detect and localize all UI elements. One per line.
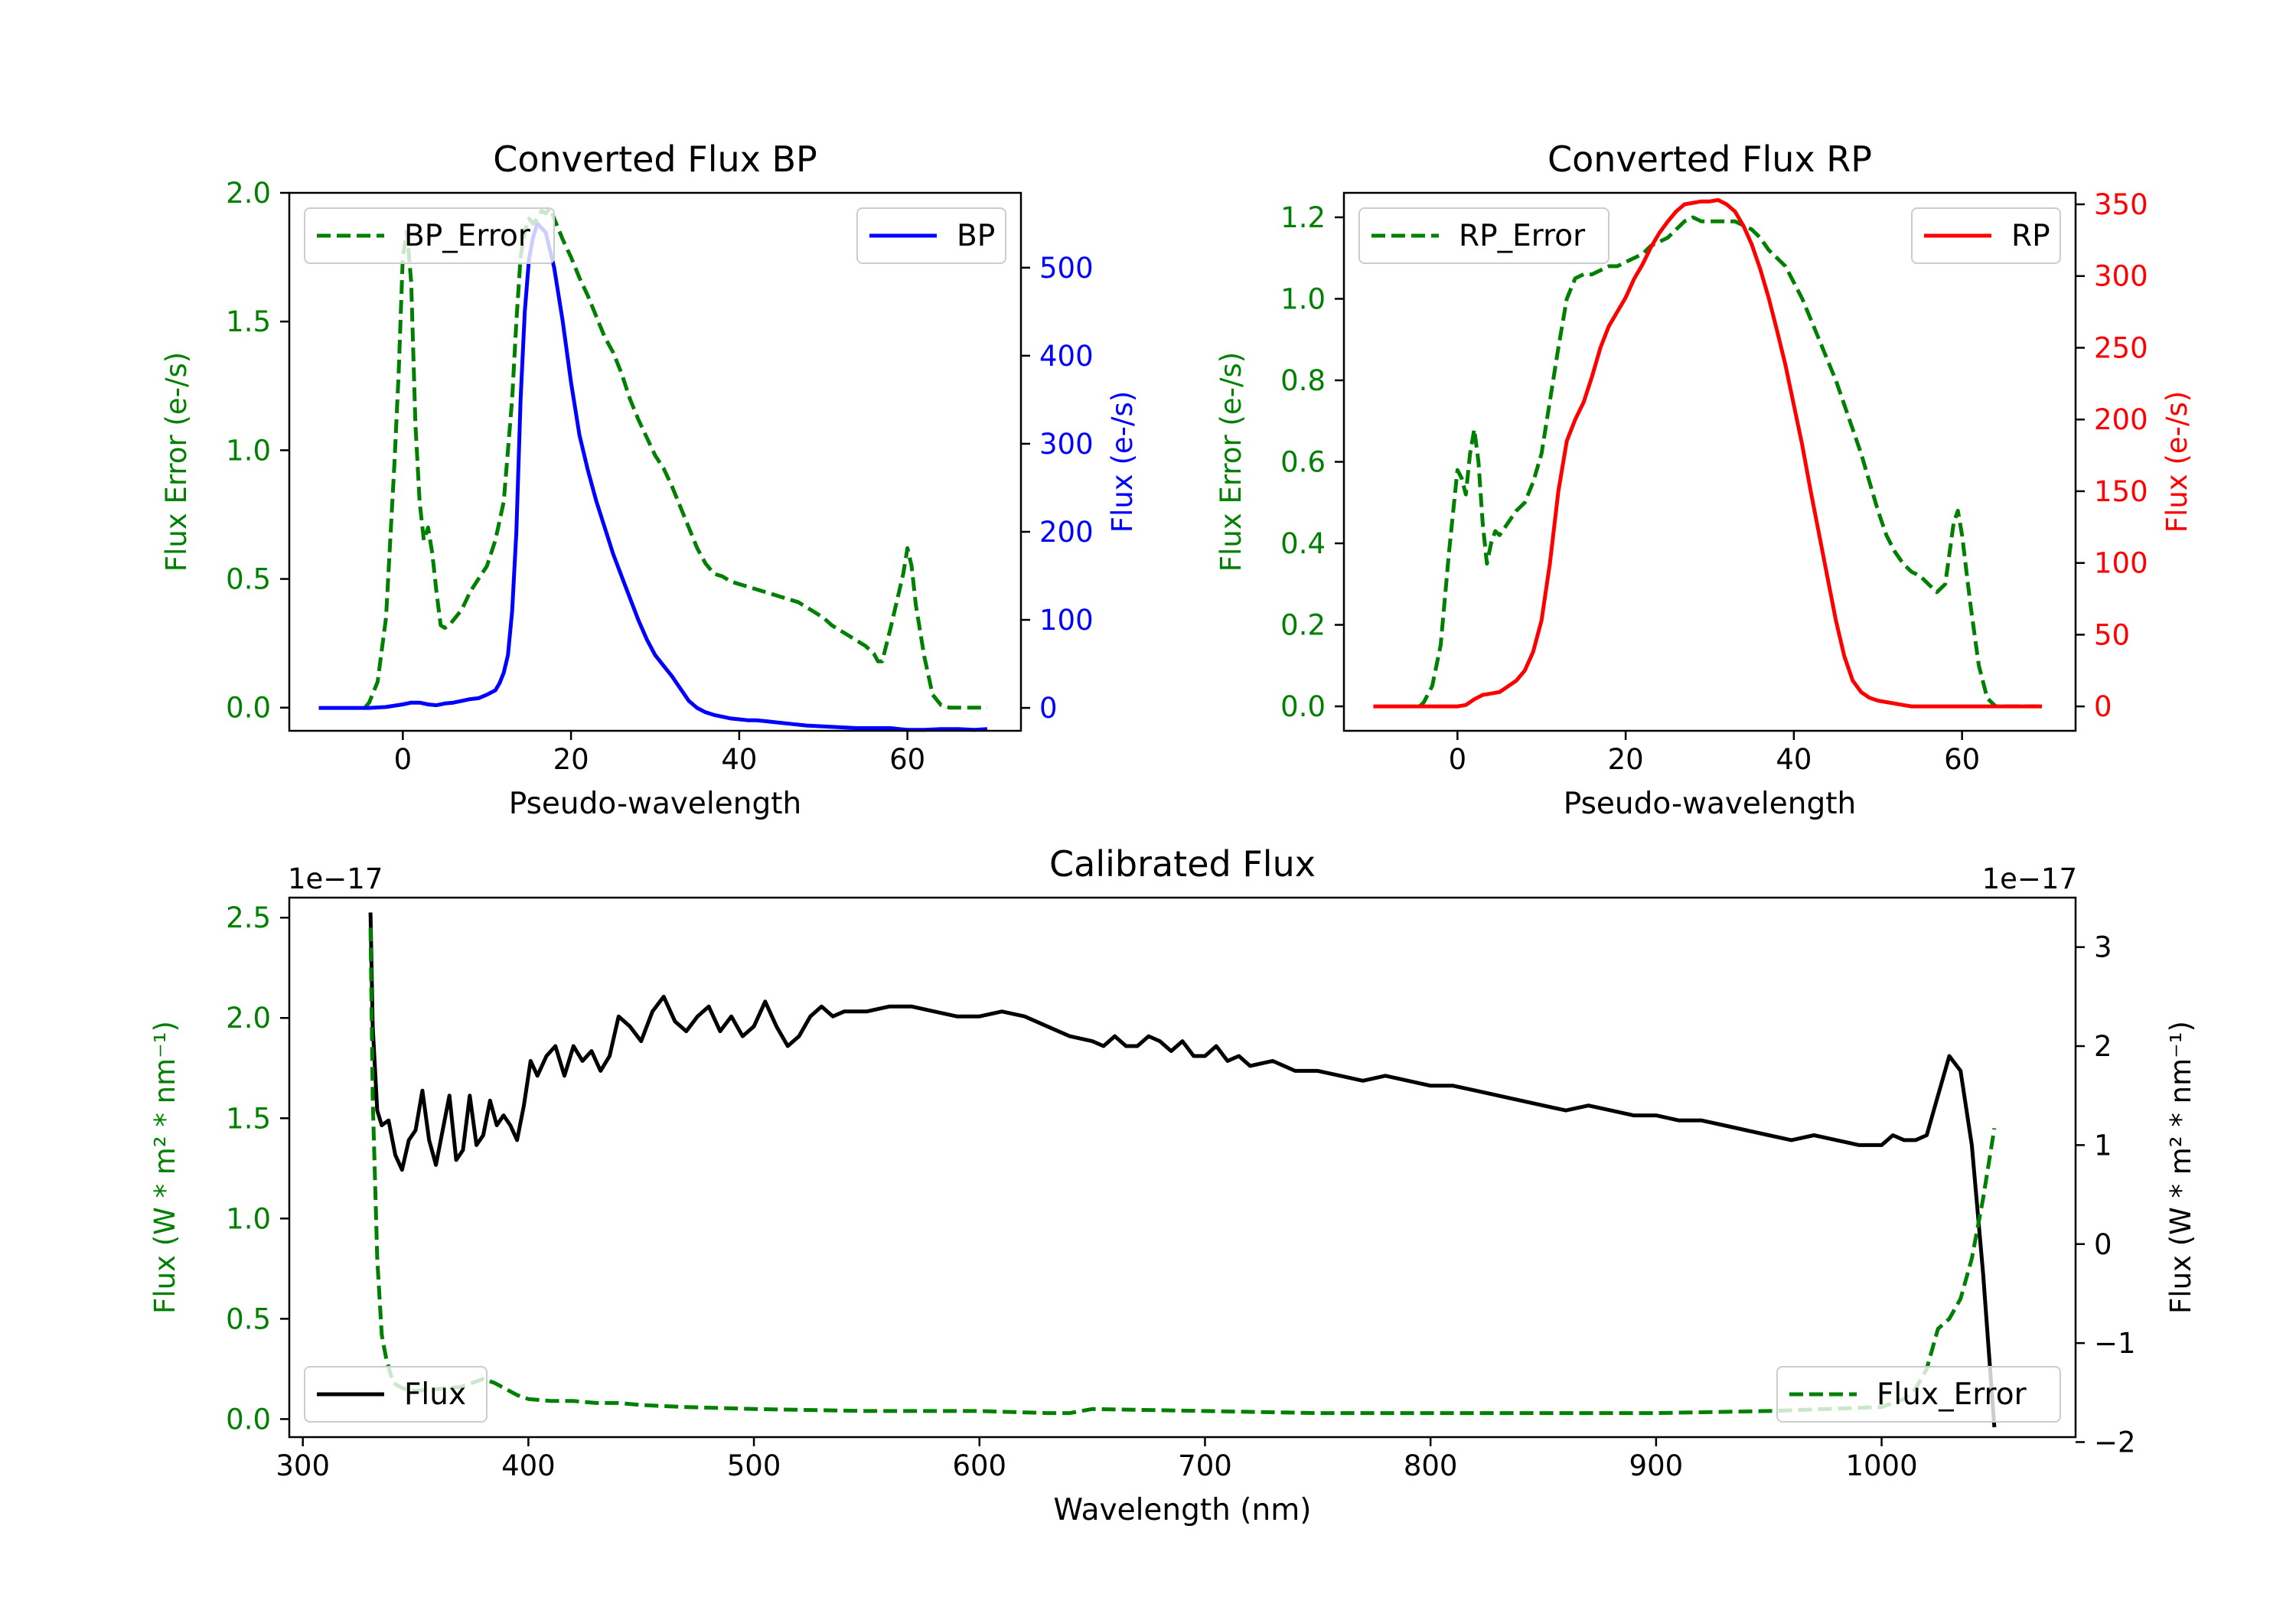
bp-right-y-tick-label: 0 [1039, 692, 1058, 725]
calibrated-x-tick-label: 600 [952, 1449, 1006, 1482]
calibrated-x-axis-label: Wavelength (nm) [1054, 1493, 1312, 1527]
rp-legend-rp-error: RP_Error [1358, 207, 1609, 264]
rp-right-y-axis-label: Flux (e-/s) [2161, 391, 2193, 533]
bp-axes-frame [288, 191, 1022, 732]
legend-label: RP [2011, 219, 2050, 253]
charts-root: 0 20 40 600.00.51.01.52.00100200300400500Co… [148, 139, 2197, 1527]
bp-legend-bp: BP [856, 207, 1006, 264]
legend-label: Flux_Error [1877, 1377, 2027, 1412]
rp-chart: 0 20 40 60 0.0 0.2 0.4 0.6 0.8 1.0 1.2 0 50 100 150 200… [1215, 139, 2193, 821]
rp-right-y-tick-label: 50 [2094, 618, 2130, 651]
calibrated-x-tick-label: 400 [501, 1449, 556, 1482]
rp-right-y-tick-label: 100 [2094, 547, 2148, 580]
rp-left-y-tick-label: 0.0 [1280, 690, 1326, 723]
bp-series-bp-error-line [363, 206, 987, 710]
bp-chart: 0 20 40 60 0.0 0.5 1.0 1.5 2.0 0 100 200 300 400 500 Co… [160, 139, 1139, 821]
bp-x-tick-label: 0 [394, 743, 413, 776]
rp-x-tick-label: 20 [1608, 743, 1644, 776]
legend-box [304, 207, 555, 264]
rp-right-y-tick-label: 250 [2094, 331, 2148, 364]
legend-box [304, 1366, 488, 1423]
bp-title: Converted Flux BP [493, 139, 817, 180]
rp-right-y-tick-label: 300 [2094, 260, 2148, 293]
bp-right-y-tick-label: 300 [1039, 428, 1094, 461]
legend-box [1776, 1366, 2061, 1423]
bp-left-y-tick-label: 1.5 [226, 305, 271, 338]
rp-right-y-tick-label: 0 [2094, 690, 2112, 723]
calibrated-x-tick-label: 900 [1629, 1449, 1684, 1482]
calibrated-left-y-tick-label: 1.5 [226, 1102, 271, 1135]
rp-x-tick-label: 60 [1944, 743, 1980, 776]
rp-left-y-tick-label: 0.6 [1280, 446, 1326, 479]
calibrated-title: Calibrated Flux [1049, 843, 1316, 885]
rp-right-y-tick-label: 150 [2094, 475, 2148, 508]
legend-box [1358, 207, 1609, 264]
rp-left-y-tick-label: 0.2 [1280, 609, 1326, 642]
bp-right-y-axis-label: Flux (e-/s) [1106, 391, 1139, 533]
calibrated-axes-frame [288, 896, 2077, 1439]
calibrated-right-y-tick-label: 1 [2094, 1129, 2112, 1162]
calibrated-x-tick-label: 800 [1404, 1449, 1458, 1482]
rp-series-rp-line [1373, 197, 2042, 709]
calibrated-right-y-tick-label: −2 [2094, 1426, 2136, 1459]
calibrated-x-tick-label: 1000 [1845, 1449, 1917, 1482]
calibrated-legend-flux: Flux [304, 1366, 488, 1423]
bp-right-y-tick-label: 400 [1039, 340, 1094, 373]
calibrated-left-y-tick-label: 0.0 [226, 1403, 271, 1436]
calibrated-right-y-tick-label: −1 [2094, 1327, 2136, 1360]
rp-left-y-tick-label: 0.8 [1280, 364, 1326, 397]
bp-x-axis-label: Pseudo-wavelength [509, 787, 801, 821]
rp-x-tick-label: 40 [1776, 743, 1812, 776]
legend-label: BP [957, 219, 995, 253]
calibrated-right-y-axis-label: Flux (W * m² * nm⁻¹) [2164, 1021, 2197, 1314]
bp-left-y-tick-label: 2.0 [226, 177, 271, 210]
bp-right-y-tick-label: 100 [1039, 604, 1094, 637]
calibrated-x-tick-label: 300 [276, 1449, 330, 1482]
bp-x-tick-label: 20 [553, 743, 589, 776]
bp-left-y-axis-label: Flux Error (e-/s) [160, 352, 193, 572]
bp-left-y-tick-label: 0.5 [226, 563, 271, 596]
calibrated-legend-flux-error: Flux_Error [1776, 1366, 2061, 1423]
calibrated-left-y-tick-label: 2.5 [226, 901, 271, 934]
calibrated-right-y-tick-label: 3 [2094, 931, 2112, 964]
legend-label: BP_Error [404, 219, 531, 253]
rp-left-y-axis-label: Flux Error (e-/s) [1215, 352, 1247, 572]
calibrated-left-y-tick-label: 1.0 [226, 1202, 271, 1235]
bp-x-tick-label: 60 [889, 743, 925, 776]
rp-title: Converted Flux RP [1548, 139, 1872, 180]
calibrated-chart: 300 400 500 600 700 800 900 1000 0.0 0.5 1.0 1.5 2.0… [148, 843, 2197, 1527]
bp-right-y-tick-label: 200 [1039, 516, 1094, 549]
rp-right-y-tick-label: 200 [2094, 403, 2148, 436]
rp-left-y-tick-label: 0.4 [1280, 527, 1326, 560]
calibrated-right-y-tick-label: 2 [2094, 1030, 2112, 1063]
calibrated-left-y-tick-label: 0.5 [226, 1302, 271, 1335]
calibrated-x-tick-label: 500 [727, 1449, 781, 1482]
rp-x-axis-label: Pseudo-wavelength [1564, 787, 1856, 821]
rp-legend-rp: RP [1911, 207, 2061, 264]
bp-left-y-tick-label: 0.0 [226, 692, 271, 725]
bp-series-bp-line [318, 221, 988, 732]
bp-right-y-tick-label: 500 [1039, 252, 1094, 285]
legend-label: Flux [404, 1377, 466, 1412]
calibrated-right-offset-label: 1e−17 [1982, 862, 2077, 895]
calibrated-series-flux-line [368, 912, 1997, 1428]
calibrated-left-offset-label: 1e−17 [288, 862, 383, 895]
bp-x-tick-label: 40 [721, 743, 757, 776]
legend-label: RP_Error [1459, 219, 1586, 253]
calibrated-left-y-tick-label: 2.0 [226, 1002, 271, 1035]
calibrated-left-y-axis-label: Flux (W * m² * nm⁻¹) [148, 1021, 181, 1314]
bp-legend-bp-error: BP_Error [304, 207, 555, 264]
rp-left-y-tick-label: 1.2 [1280, 201, 1326, 234]
calibrated-right-y-tick-label: 0 [2094, 1228, 2112, 1261]
rp-x-tick-label: 0 [1449, 743, 1467, 776]
bp-left-y-tick-label: 1.0 [226, 434, 271, 467]
rp-left-y-tick-label: 1.0 [1280, 282, 1326, 315]
rp-right-y-tick-label: 350 [2094, 188, 2148, 221]
calibrated-x-tick-label: 700 [1178, 1449, 1232, 1482]
